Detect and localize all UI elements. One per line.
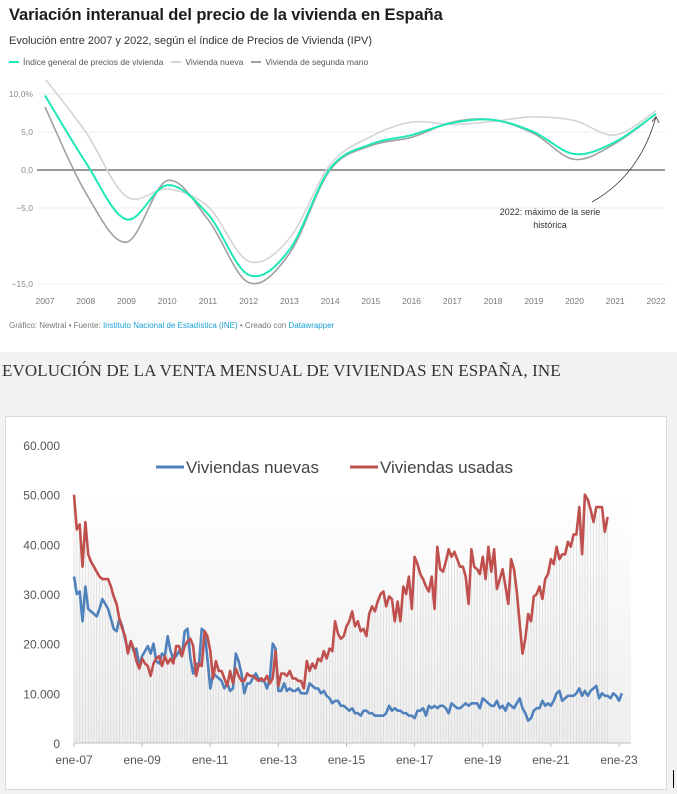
footer-middle: • Creado con — [237, 321, 289, 330]
x-tick-label: 2014 — [321, 296, 340, 306]
footer-prefix: Gráfico: Newtral • Fuente: — [9, 321, 103, 330]
chart2-plot: 0 10.000 20.000 30.000 40.000 50.000 60.000 ene… — [23, 439, 638, 767]
y-tick-label: −5,0 — [16, 203, 33, 213]
legend-swatch-segunda — [251, 61, 262, 63]
legend-item-nueva: Vivienda nueva — [171, 57, 243, 67]
legend-label-nuevas: Viviendas nuevas — [186, 458, 319, 477]
y-tick-label: 30.000 — [23, 588, 60, 602]
legend-item-segunda: Vivienda de segunda mano — [251, 57, 368, 67]
x-tick-label: ene-07 — [55, 753, 93, 767]
y-tick-label: 0,0 — [21, 165, 33, 175]
x-tick-label: 2020 — [565, 296, 584, 306]
annotation-arrow — [591, 116, 657, 203]
x-tick-label: 2016 — [402, 296, 421, 306]
x-tick-label: ene-11 — [192, 753, 229, 767]
x-tick-label: 2013 — [280, 296, 299, 306]
x-tick-label: 2017 — [443, 296, 462, 306]
chart2-title: EVOLUCIÓN DE LA VENTA MENSUAL DE VIVIEND… — [2, 361, 561, 380]
legend-swatch-nueva — [171, 61, 182, 63]
y-tick-label: 10.000 — [23, 687, 60, 701]
annotation-line1: 2022: máximo de la serie — [500, 207, 601, 217]
series-viviendas-nuevas-line — [72, 576, 624, 722]
chart1-legend: Índice general de precios de vivienda Vi… — [9, 57, 376, 67]
y-tick-label: 20.000 — [23, 638, 60, 652]
datawrapper-link[interactable]: Datawrapper — [288, 321, 335, 330]
x-tick-label: ene-23 — [600, 753, 638, 767]
text-cursor — [673, 770, 674, 788]
x-tick-label: ene-17 — [396, 753, 434, 767]
legend-label-usadas: Viviendas usadas — [380, 458, 513, 477]
sales-chart-section: EVOLUCIÓN DE LA VENTA MENSUAL DE VIVIEND… — [0, 352, 677, 794]
y-tick-label: 40.000 — [23, 538, 60, 552]
x-tick-label: 2012 — [239, 296, 258, 306]
x-tick-label: 2010 — [158, 296, 177, 306]
x-tick-label: 2022 — [647, 296, 666, 306]
x-tick-label: 2021 — [606, 296, 625, 306]
chart1-title: Variación interanual del precio de la vi… — [9, 6, 443, 24]
x-tick-label: 2015 — [361, 296, 380, 306]
series-general-line — [44, 94, 657, 278]
ipv-chart-section: Variación interanual del precio de la vi… — [0, 0, 677, 352]
chart1-footer: Gráfico: Newtral • Fuente: Instituto Nac… — [9, 321, 334, 330]
legend-label-general: Índice general de precios de vivienda — [23, 57, 164, 67]
y-tick-label: 5,0 — [21, 127, 33, 137]
annotation-line2: histórica — [533, 220, 567, 230]
legend-label-segunda: Vivienda de segunda mano — [265, 57, 369, 67]
y-tick-label: 60.000 — [23, 439, 60, 453]
chart1-subtitle: Evolución entre 2007 y 2022, según el ín… — [9, 35, 373, 47]
x-tick-label: ene-15 — [328, 753, 366, 767]
y-tick-label: 0 — [53, 737, 60, 751]
legend-item-general: Índice general de precios de vivienda — [9, 57, 163, 67]
x-tick-label: 2009 — [117, 296, 136, 306]
legend-label-nueva: Vivienda nueva — [185, 57, 244, 67]
series-nueva-line — [44, 80, 657, 264]
y-tick-label: −15,0 — [11, 279, 33, 289]
x-tick-label: 2008 — [76, 296, 95, 306]
x-tick-label: ene-21 — [532, 753, 570, 767]
y-tick-label: 50.000 — [23, 489, 60, 503]
chart2-panel: 0 10.000 20.000 30.000 40.000 50.000 60.000 ene… — [5, 416, 667, 790]
x-tick-label: 2018 — [484, 296, 503, 306]
x-tick-label: ene-09 — [123, 753, 161, 767]
series-viviendas-usadas-line — [72, 493, 609, 690]
legend-swatch-general — [9, 61, 19, 63]
y-tick-label: 10,0% — [9, 89, 34, 99]
x-tick-label: 2011 — [199, 296, 218, 306]
series-segunda-line — [44, 106, 657, 285]
x-tick-label: ene-19 — [464, 753, 502, 767]
annotation-arrowhead — [651, 116, 660, 123]
x-tick-label: 2019 — [524, 296, 543, 306]
x-tick-label: ene-13 — [260, 753, 298, 767]
source-link[interactable]: Instituto Nacional de Estadística (INE) — [102, 321, 238, 330]
x-tick-label: 2007 — [36, 296, 55, 306]
